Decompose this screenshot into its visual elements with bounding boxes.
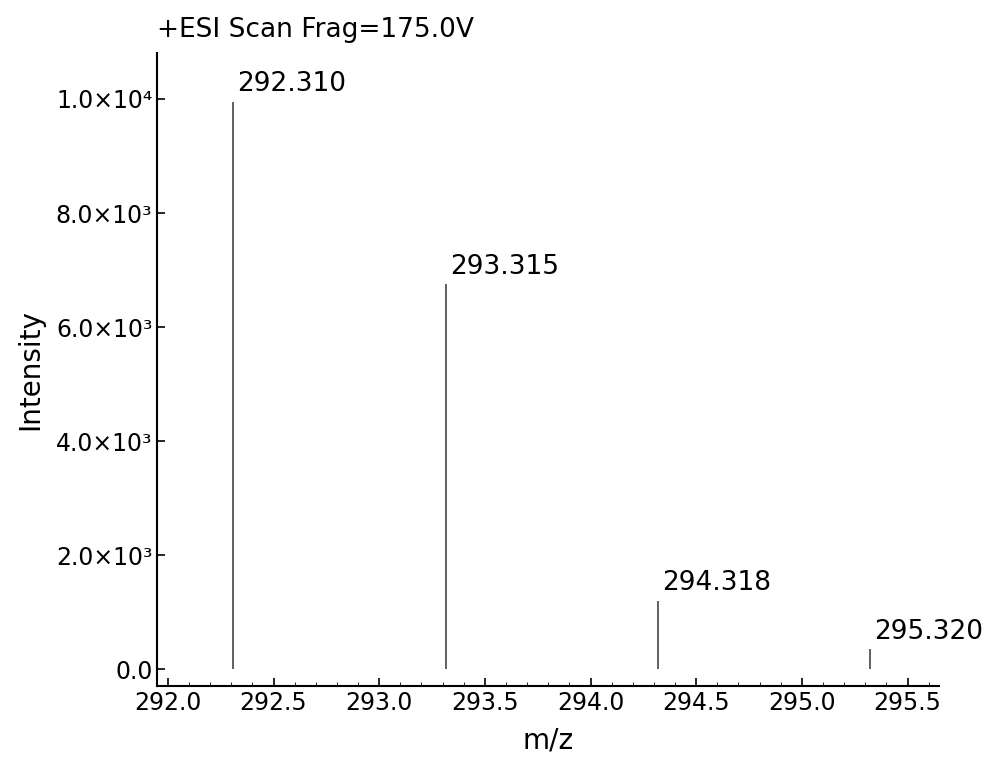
Text: 293.315: 293.315 [450,254,559,280]
Text: 294.318: 294.318 [662,571,771,596]
Y-axis label: Intensity: Intensity [17,309,45,430]
Text: 295.320: 295.320 [874,619,983,645]
Text: 292.310: 292.310 [238,71,347,97]
Text: +ESI Scan Frag=175.0V: +ESI Scan Frag=175.0V [157,17,474,42]
X-axis label: m/z: m/z [523,726,574,754]
